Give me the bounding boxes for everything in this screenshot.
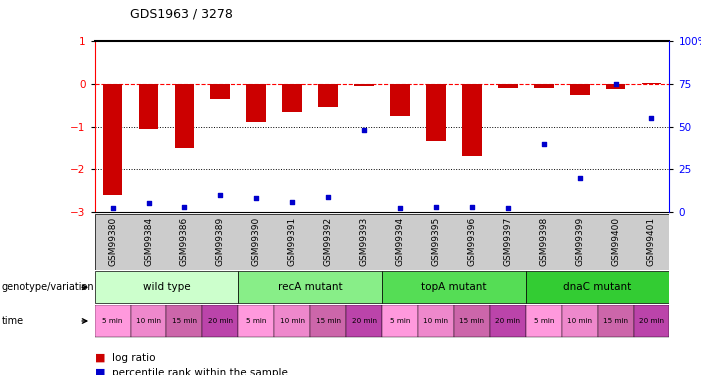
Text: GSM99390: GSM99390 — [252, 216, 261, 266]
Point — [646, 115, 657, 121]
Text: 20 min: 20 min — [496, 318, 520, 324]
Text: 15 min: 15 min — [603, 318, 628, 324]
Text: 5 min: 5 min — [102, 318, 123, 324]
Text: GSM99401: GSM99401 — [647, 216, 656, 266]
Bar — [641, 83, 661, 84]
Text: 5 min: 5 min — [533, 318, 554, 324]
Bar — [130, 305, 167, 337]
Bar — [562, 305, 597, 337]
Point — [358, 127, 369, 133]
Bar — [203, 305, 238, 337]
Text: log ratio: log ratio — [112, 353, 156, 363]
Point — [215, 192, 226, 198]
Bar — [382, 272, 526, 303]
Text: GSM99399: GSM99399 — [575, 216, 584, 266]
Text: ■: ■ — [95, 353, 105, 363]
Text: genotype/variation: genotype/variation — [1, 282, 94, 292]
Point — [251, 195, 262, 201]
Text: GSM99391: GSM99391 — [287, 216, 297, 266]
Point — [610, 81, 621, 87]
Bar — [354, 84, 374, 86]
Bar — [418, 305, 454, 337]
Text: 10 min: 10 min — [423, 318, 449, 324]
Bar — [426, 84, 446, 141]
Text: GSM99392: GSM99392 — [324, 216, 333, 266]
Text: topA mutant: topA mutant — [421, 282, 486, 292]
Bar — [95, 272, 238, 303]
Bar — [310, 305, 346, 337]
Bar — [570, 84, 590, 94]
Bar — [103, 84, 123, 195]
Point — [287, 199, 298, 205]
Text: 15 min: 15 min — [172, 318, 197, 324]
Bar — [454, 305, 490, 337]
Text: 20 min: 20 min — [352, 318, 376, 324]
Text: GSM99393: GSM99393 — [360, 216, 369, 266]
Bar — [238, 272, 382, 303]
Text: GSM99398: GSM99398 — [539, 216, 548, 266]
Point — [322, 194, 334, 200]
Bar — [247, 84, 266, 122]
Bar — [606, 84, 625, 89]
Text: dnaC mutant: dnaC mutant — [564, 282, 632, 292]
Text: GSM99396: GSM99396 — [468, 216, 477, 266]
Bar — [238, 305, 274, 337]
Bar — [167, 305, 203, 337]
Text: ■: ■ — [95, 368, 105, 375]
Point — [395, 206, 406, 212]
Point — [143, 200, 154, 206]
Bar — [634, 305, 669, 337]
Text: percentile rank within the sample: percentile rank within the sample — [112, 368, 288, 375]
Bar — [382, 305, 418, 337]
Text: recA mutant: recA mutant — [278, 282, 343, 292]
Point — [502, 206, 513, 212]
Bar — [462, 84, 482, 156]
Bar — [175, 84, 194, 148]
Point — [107, 206, 118, 212]
Bar — [318, 84, 338, 107]
Bar — [283, 84, 302, 112]
Bar — [139, 84, 158, 129]
Text: time: time — [1, 316, 24, 326]
Bar — [498, 84, 517, 88]
Bar — [346, 305, 382, 337]
Text: 5 min: 5 min — [246, 318, 266, 324]
Point — [538, 141, 550, 147]
Point — [466, 204, 477, 210]
Text: GSM99400: GSM99400 — [611, 216, 620, 266]
Text: GSM99397: GSM99397 — [503, 216, 512, 266]
Point — [574, 175, 585, 181]
Text: 10 min: 10 min — [567, 318, 592, 324]
Bar — [210, 84, 230, 99]
Text: GSM99395: GSM99395 — [431, 216, 440, 266]
Text: GSM99386: GSM99386 — [180, 216, 189, 266]
Text: 5 min: 5 min — [390, 318, 410, 324]
Text: 20 min: 20 min — [639, 318, 664, 324]
Point — [430, 204, 442, 210]
Bar — [597, 305, 634, 337]
Text: 10 min: 10 min — [280, 318, 305, 324]
Bar — [534, 84, 554, 88]
Text: GSM99389: GSM99389 — [216, 216, 225, 266]
Text: 15 min: 15 min — [315, 318, 341, 324]
Text: GSM99380: GSM99380 — [108, 216, 117, 266]
Bar — [526, 272, 669, 303]
Point — [179, 204, 190, 210]
Text: 20 min: 20 min — [208, 318, 233, 324]
Bar — [490, 305, 526, 337]
Bar — [390, 84, 410, 116]
Text: 15 min: 15 min — [459, 318, 484, 324]
Text: GDS1963 / 3278: GDS1963 / 3278 — [130, 8, 233, 21]
Bar — [526, 305, 562, 337]
Text: 10 min: 10 min — [136, 318, 161, 324]
Bar — [274, 305, 310, 337]
Text: GSM99384: GSM99384 — [144, 216, 153, 266]
Bar — [95, 305, 130, 337]
Text: GSM99394: GSM99394 — [395, 216, 404, 266]
Text: wild type: wild type — [143, 282, 190, 292]
